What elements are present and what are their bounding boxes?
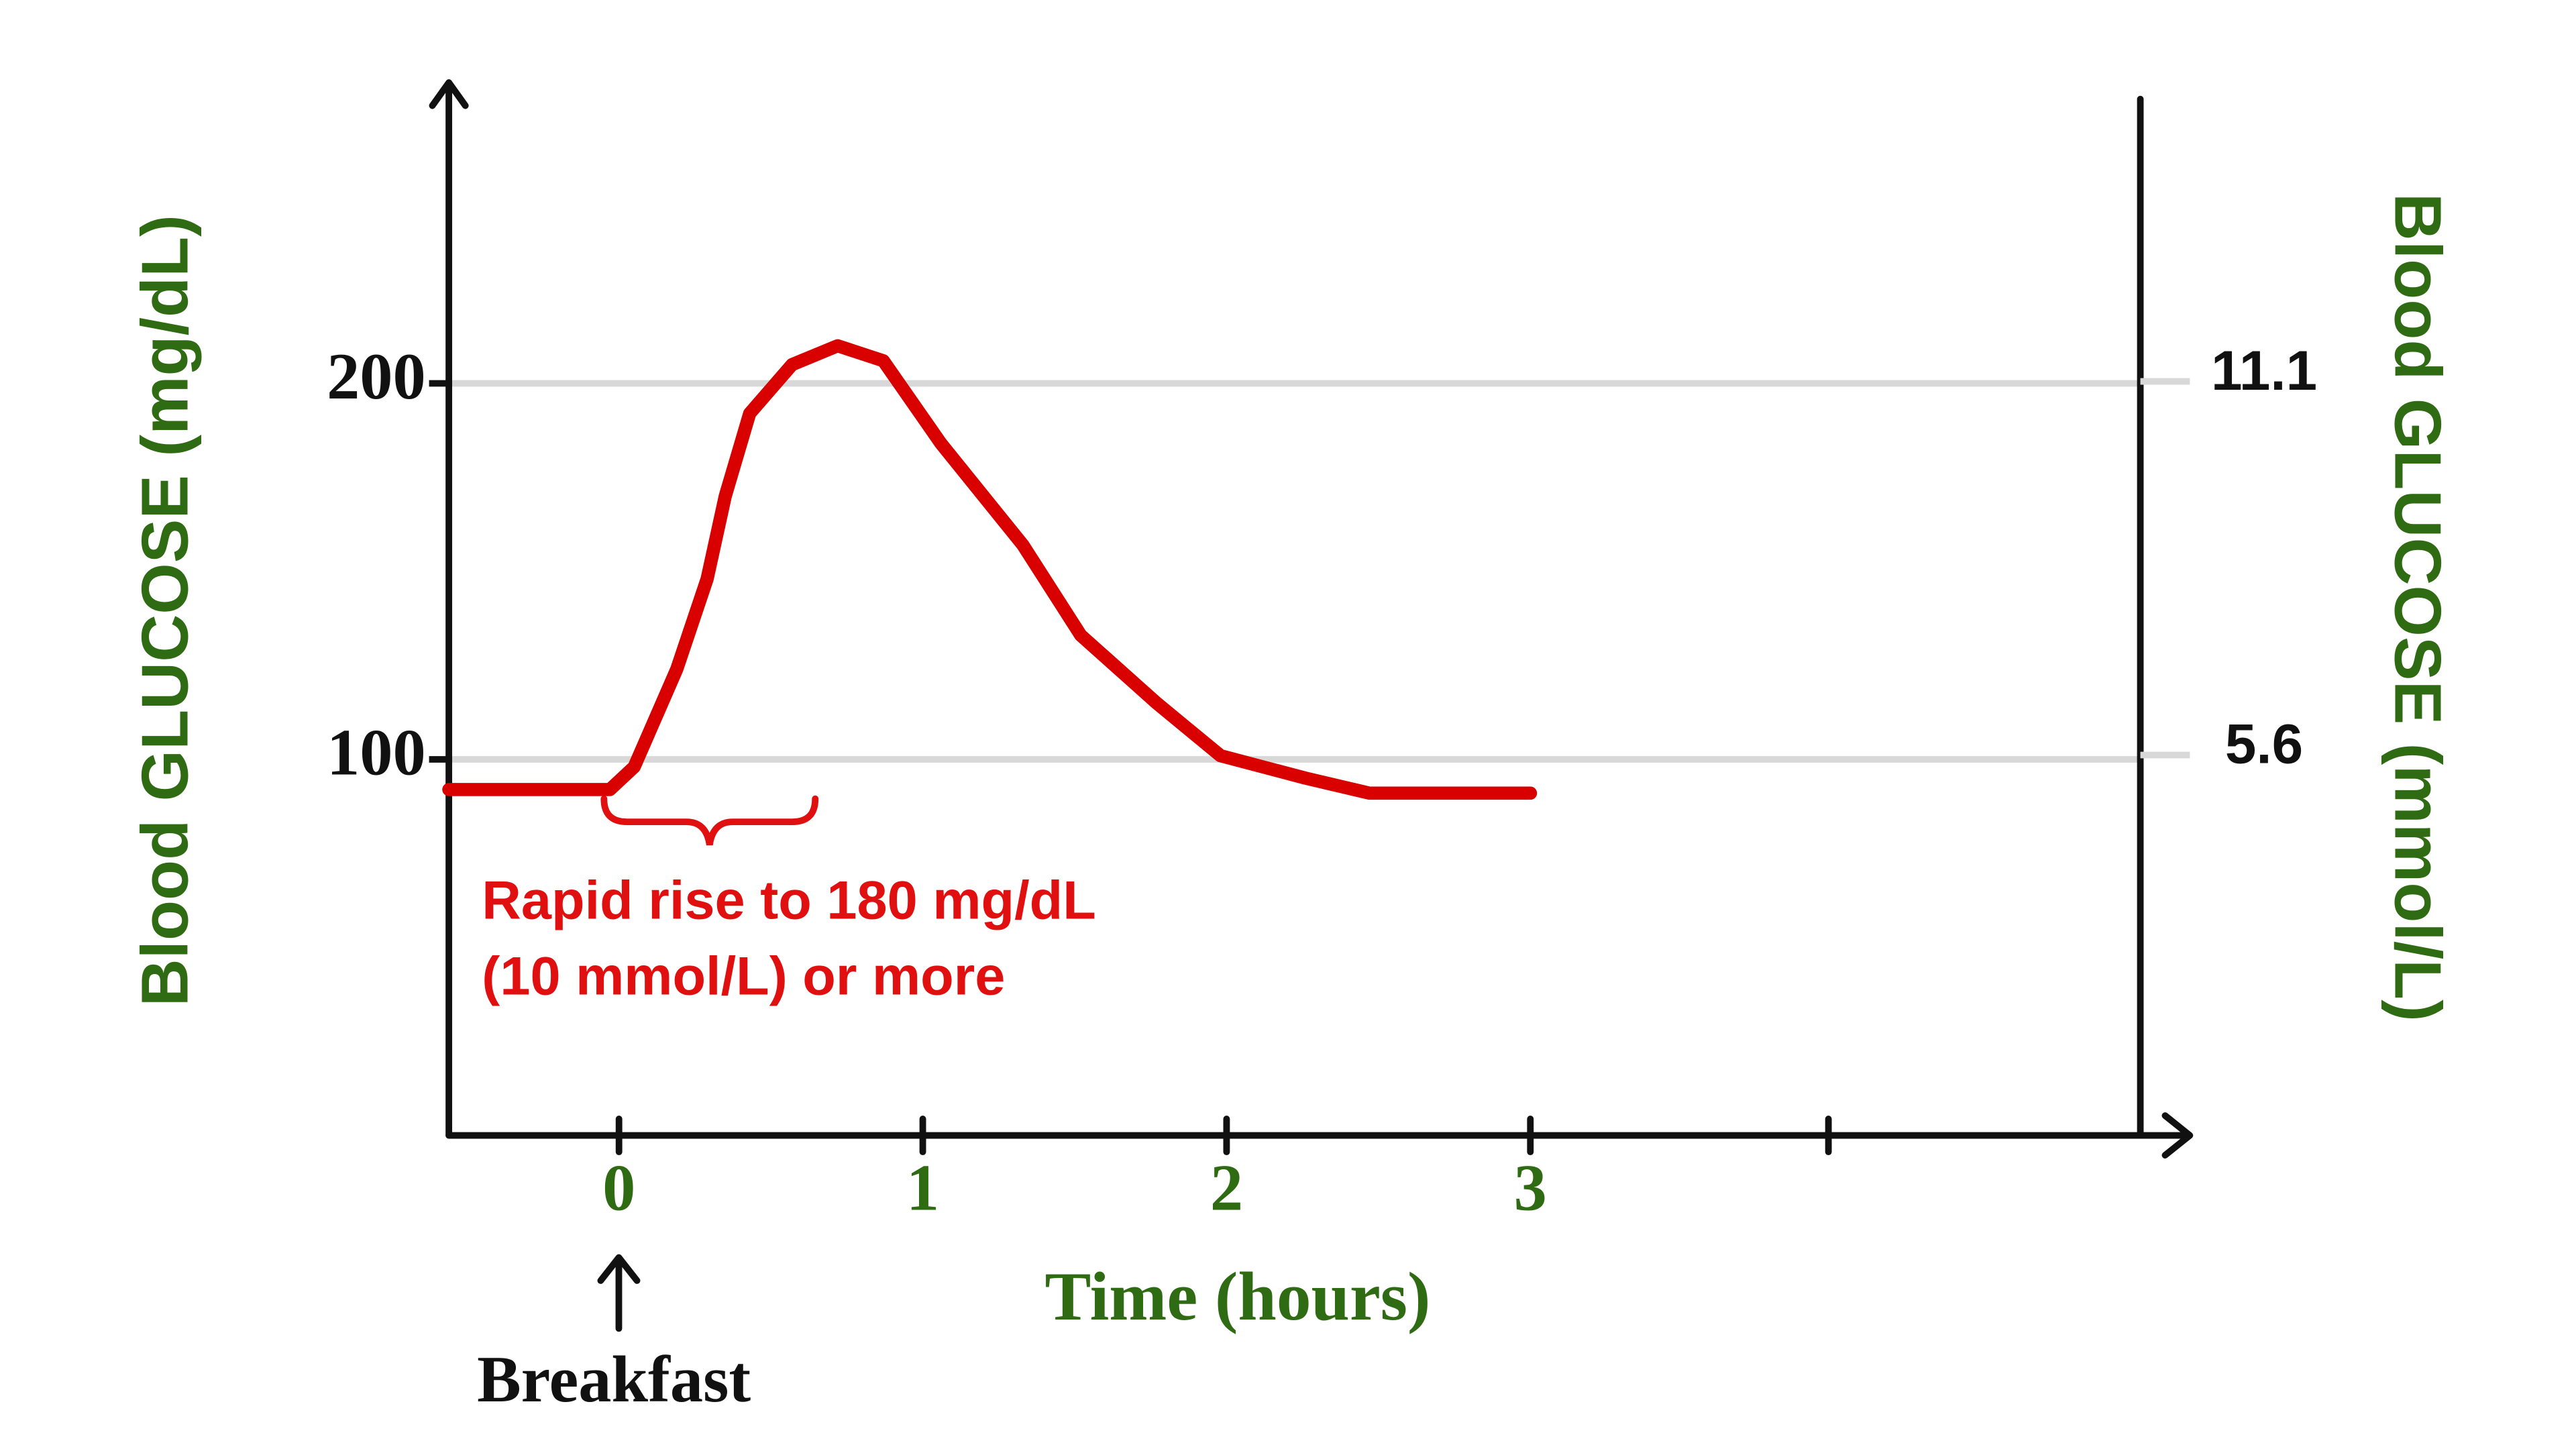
x-tick-label: 1 <box>906 1152 939 1225</box>
x-axis <box>445 1112 2194 1159</box>
annotation: Rapid rise to 180 mg/dL <box>482 871 1095 931</box>
y-tick-label: 200 <box>327 340 426 413</box>
annotation: (10 mmol/L) or more <box>482 947 1005 1007</box>
x-tick-label: 0 <box>602 1152 635 1225</box>
y-axis-label: Blood GLUCOSE (mg/dL) <box>127 215 201 1006</box>
y2-axis-label: Blood GLUCOSE (mmol/L) <box>2381 193 2455 1022</box>
brace <box>600 795 819 846</box>
breakfast-label: Breakfast <box>477 1343 751 1416</box>
breakfast-arrow <box>597 1254 641 1332</box>
x-axis-label: Time (hours) <box>1045 1258 1431 1335</box>
x-tick-label: 3 <box>1514 1152 1547 1225</box>
grid <box>449 380 2141 763</box>
axes <box>429 79 2194 1332</box>
x-tick-label: 2 <box>1210 1152 1243 1225</box>
data-line <box>442 339 1538 800</box>
y2-tick-label: 11.1 <box>2211 339 2317 402</box>
y-axis <box>429 79 469 1139</box>
y2-tick-label: 5.6 <box>2225 712 2303 775</box>
y-tick-label: 100 <box>327 716 426 790</box>
